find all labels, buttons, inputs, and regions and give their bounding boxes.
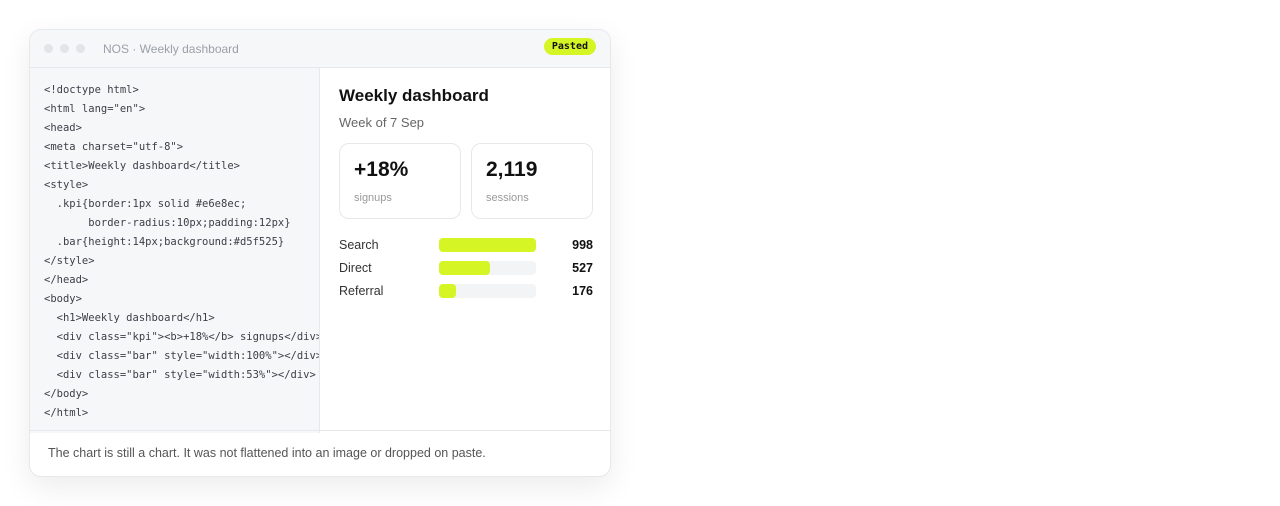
bar-label: Referral — [339, 283, 384, 298]
kpi-value: +18% — [354, 158, 409, 181]
dashboard: Weekly dashboard Week of 7 Sep +18% signu… — [321, 68, 610, 433]
code-line: .kpi{border:1px solid #e6e8ec; — [44, 198, 247, 210]
code-line: </body> — [44, 388, 89, 400]
bar — [439, 237, 536, 252]
bar — [439, 283, 457, 298]
code-line: <style> — [44, 179, 89, 191]
code-line: <div class="bar" style="width:53%"></div… — [44, 369, 316, 381]
code-line: .bar{height:14px;background:#d5f525} — [44, 236, 285, 248]
title-bar: NOS · Weekly dashboard Pasted — [30, 30, 610, 68]
dashboard-subtitle: Week of 7 Sep — [339, 115, 425, 130]
code-line: <head> — [44, 122, 82, 134]
window-dot — [44, 44, 53, 53]
bar-label: Direct — [339, 260, 372, 275]
window-title: NOS · Weekly dashboard — [103, 42, 239, 56]
bar-value: 176 — [572, 283, 593, 298]
code-line: </html> — [44, 407, 89, 419]
kpi-row: +18% signups 2,119 sessions — [339, 143, 593, 219]
window-dot — [60, 44, 69, 53]
footer: The chart is still a chart. It was not f… — [30, 430, 610, 476]
bar-list: Search 998 Direct 527 Referral 176 — [339, 233, 593, 302]
bar-value: 527 — [572, 260, 593, 275]
code-line: <!doctype html> — [44, 84, 139, 96]
bar-value: 998 — [572, 237, 593, 252]
code-line: <h1>Weekly dashboard</h1> — [44, 312, 215, 324]
code-line: <div class="bar" style="width:100%"></di… — [44, 350, 320, 362]
bar — [439, 260, 491, 275]
dashboard-title: Weekly dashboard — [339, 86, 489, 105]
code-line: </style> — [44, 255, 95, 267]
bar-label: Search — [339, 237, 379, 252]
kpi-label: signups — [354, 192, 392, 204]
code-panel: <!doctype html> <html lang="en"> <head> <me… — [30, 68, 320, 433]
code-line: <meta charset="utf-8"> — [44, 141, 184, 153]
kpi-label: sessions — [486, 192, 529, 204]
bar-row: Direct 527 — [339, 256, 593, 279]
window-dot — [76, 44, 85, 53]
code-line: border-radius:10px;padding:12px} — [44, 217, 291, 229]
code-line: <title>Weekly dashboard</title> — [44, 160, 240, 172]
kpi-card: 2,119 sessions — [471, 143, 593, 219]
code-line: <div class="kpi"><b>+18%</b> signups</di… — [44, 331, 320, 343]
kpi-value: 2,119 — [486, 158, 538, 181]
badge: Pasted — [543, 38, 596, 55]
bar-track — [439, 283, 536, 298]
window: NOS · Weekly dashboard Pasted <!doctype … — [29, 29, 611, 477]
kpi-card: +18% signups — [339, 143, 461, 219]
code-line: <body> — [44, 293, 82, 305]
code-line: </head> — [44, 274, 89, 286]
bar-row: Search 998 — [339, 233, 593, 256]
code-line: <html lang="en"> — [44, 103, 146, 115]
bar-track — [439, 260, 536, 275]
bar-track — [439, 237, 536, 252]
bar-row: Referral 176 — [339, 279, 593, 302]
